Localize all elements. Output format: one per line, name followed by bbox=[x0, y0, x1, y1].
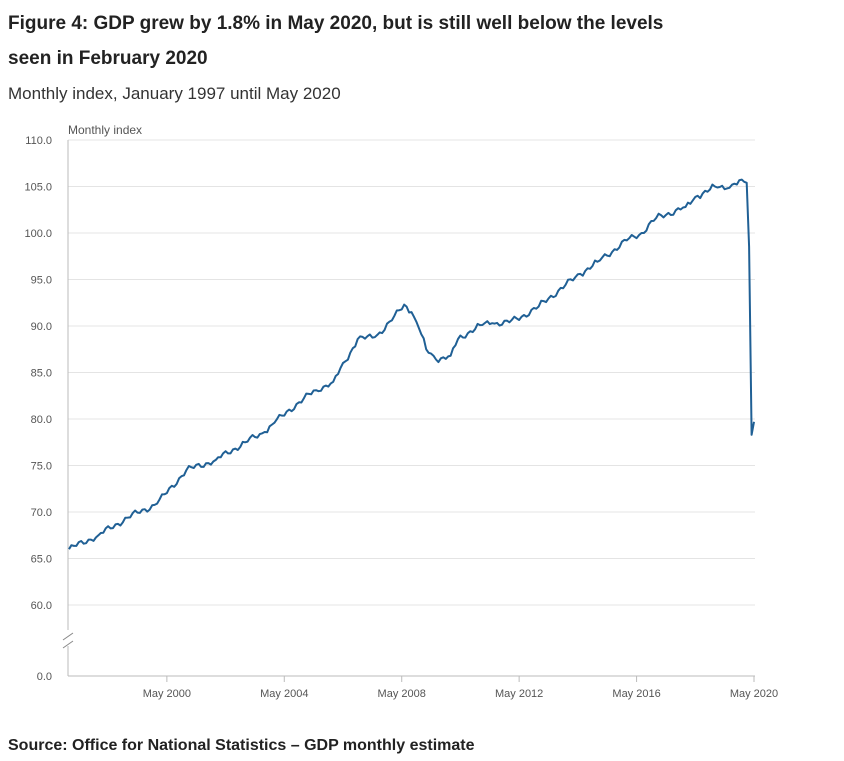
source-note: Source: Office for National Statistics –… bbox=[8, 737, 475, 754]
y-tick-label: 90.0 bbox=[31, 321, 52, 333]
y-tick-labels: 0.0 60.0 65.0 70.0 75.0 80.0 85.0 90.0 95.0 100.0… bbox=[24, 135, 52, 683]
x-tick-label: May 2004 bbox=[260, 688, 308, 700]
y-tick-label: 100.0 bbox=[24, 228, 52, 240]
x-tick-label: May 2020 bbox=[730, 688, 778, 700]
y-tick-label: 95.0 bbox=[31, 275, 52, 287]
axis-break-mark bbox=[62, 632, 74, 641]
y-tick-label: 80.0 bbox=[31, 414, 52, 426]
x-tick-labels: May 2000 May 2004 May 2008 May 2012 May 2016… bbox=[143, 676, 778, 700]
y-tick-label: 85.0 bbox=[31, 368, 52, 380]
y-tick-label: 60.0 bbox=[31, 600, 52, 612]
axes bbox=[62, 140, 755, 677]
y-tick-label: 105.0 bbox=[24, 182, 52, 194]
gdp-index-line bbox=[68, 178, 755, 550]
y-tick-label: 70.0 bbox=[31, 507, 52, 519]
x-tick-label: May 2012 bbox=[495, 688, 543, 700]
y-tick-label: 110.0 bbox=[25, 135, 52, 147]
x-tick-label: May 2000 bbox=[143, 688, 191, 700]
line-chart: 0.0 60.0 65.0 70.0 75.0 80.0 85.0 90.0 95.0 100.0… bbox=[24, 123, 778, 700]
y-axis-title: Monthly index bbox=[68, 123, 142, 137]
y-tick-label: 0.0 bbox=[37, 671, 52, 683]
x-tick-label: May 2008 bbox=[378, 688, 426, 700]
x-tick-label: May 2016 bbox=[612, 688, 660, 700]
chart-subtitle: Monthly index, January 1997 until May 20… bbox=[8, 84, 341, 103]
grid-lines bbox=[68, 139, 755, 606]
axis-break-mark bbox=[62, 640, 74, 649]
series-layer bbox=[68, 178, 755, 550]
y-tick-label: 65.0 bbox=[31, 554, 52, 566]
y-tick-label: 75.0 bbox=[31, 461, 52, 473]
chart-title: Figure 4: GDP grew by 1.8% in May 2020, … bbox=[8, 13, 664, 69]
